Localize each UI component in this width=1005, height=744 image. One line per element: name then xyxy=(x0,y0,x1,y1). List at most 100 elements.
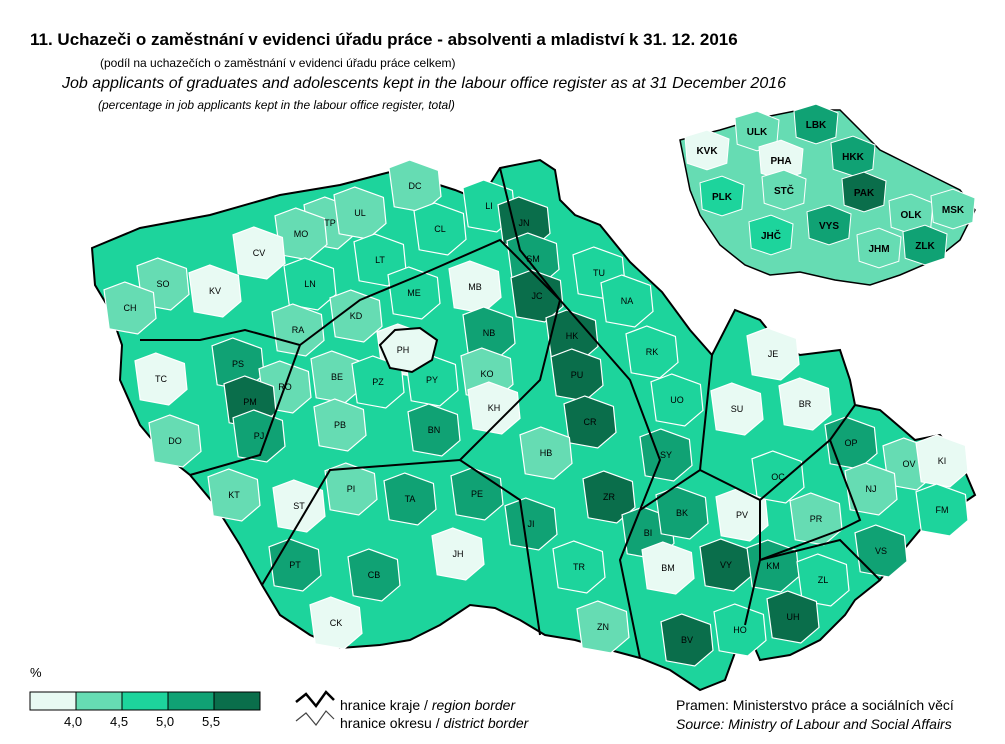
district-label-ph-top: PH xyxy=(397,345,410,355)
region-jhč xyxy=(748,214,794,256)
region-border-label: hranice kraje / region border xyxy=(340,697,516,713)
region-label-msk: MSK xyxy=(942,205,965,216)
district-label-fm: FM xyxy=(936,505,949,515)
district-label-hb: HB xyxy=(540,448,553,458)
district-layer: DC TP UL MO CV LT LN SO KV CH CL LI JN SM TU NA MB JC ME KD… xyxy=(103,159,969,667)
district-label-pe: PE xyxy=(471,489,483,499)
region-label-olk: OLK xyxy=(900,210,922,221)
district-label-na: NA xyxy=(621,296,634,306)
source-en: Source: Ministry of Labour and Social Af… xyxy=(676,716,952,732)
region-border xyxy=(699,354,713,471)
district-me xyxy=(387,266,441,320)
map-title-en: Job applicants of graduates and adolesce… xyxy=(62,75,787,92)
region-border-symbol xyxy=(295,690,335,709)
district-tr xyxy=(552,540,606,594)
district-label-pz: PZ xyxy=(372,377,384,387)
legend-swatch-3 xyxy=(121,691,169,711)
district-na xyxy=(600,274,654,328)
district-label-mb: MB xyxy=(468,282,482,292)
district-label-ji: JI xyxy=(527,519,534,529)
district-border-symbol xyxy=(295,710,335,726)
region-msk xyxy=(930,188,976,230)
region-border xyxy=(829,404,856,441)
district-tc xyxy=(134,352,188,406)
district-label-je: JE xyxy=(768,349,779,359)
region-label-zlk: ZLK xyxy=(915,241,935,252)
region-stč xyxy=(761,169,807,211)
district-ki xyxy=(915,434,969,488)
district-label-tr: TR xyxy=(573,562,585,572)
district-uo xyxy=(650,373,704,427)
legend-unit: % xyxy=(30,665,42,680)
district-zn xyxy=(576,600,630,654)
district-label-kh: KH xyxy=(488,403,501,413)
district-label-me: ME xyxy=(407,288,421,298)
district-label-so: SO xyxy=(156,279,169,289)
district-label-bn: BN xyxy=(428,425,441,435)
district-label-li: LI xyxy=(485,201,493,211)
region-jhm xyxy=(856,227,902,269)
district-jh xyxy=(431,527,485,581)
legend-break-label: 5,0 xyxy=(156,714,175,729)
district-label-nj: NJ xyxy=(866,484,877,494)
district-label-ch: CH xyxy=(124,303,137,313)
district-label-pm: PM xyxy=(243,397,257,407)
district-label-ov: OV xyxy=(902,459,915,469)
district-bn xyxy=(407,403,461,457)
district-label-sy: SY xyxy=(660,450,672,460)
map-subtitle-cz: (podíl na uchazečích o zaměstnání v evid… xyxy=(100,56,456,70)
district-label-pr: PR xyxy=(810,514,823,524)
district-label-pi: PI xyxy=(347,484,356,494)
district-label-pu: PU xyxy=(571,370,584,380)
legend-break-label: 4,5 xyxy=(110,714,129,729)
district-uh xyxy=(766,590,820,644)
region-kvk xyxy=(684,129,730,171)
legend-swatch-5 xyxy=(213,691,261,711)
district-label-ho: HO xyxy=(733,625,747,635)
region-border xyxy=(140,328,302,476)
district-pi xyxy=(324,462,378,516)
region-pak xyxy=(841,171,887,213)
district-ck xyxy=(309,596,363,650)
district-label-jn: JN xyxy=(519,218,530,228)
district-ji xyxy=(504,497,558,551)
region-label-pha: PHA xyxy=(770,156,791,167)
district-cb xyxy=(347,548,401,602)
district-ra xyxy=(271,303,325,357)
district-label-hk: HK xyxy=(566,331,579,341)
legend-break-label: 5,5 xyxy=(202,714,221,729)
district-label-tc: TC xyxy=(155,374,167,384)
district-vs xyxy=(854,524,908,578)
district-label-pt: PT xyxy=(289,560,301,570)
district-label-oc: OC xyxy=(771,472,785,482)
region-pha xyxy=(758,139,804,181)
district-cl xyxy=(413,202,467,256)
region-border xyxy=(759,438,862,561)
district-ho xyxy=(713,603,767,657)
district-label-su: SU xyxy=(731,404,744,414)
region-label-lbk: LBK xyxy=(806,120,827,131)
district-label-ko: KO xyxy=(480,369,493,379)
district-label-ra: RA xyxy=(292,325,305,335)
district-su xyxy=(710,382,764,436)
region-label-vys: VYS xyxy=(819,221,839,232)
district-label-jc: JC xyxy=(532,291,544,301)
map-subtitle-en: (percentage in job applicants kept in th… xyxy=(98,98,455,112)
region-lbk xyxy=(793,103,839,145)
district-nj xyxy=(844,462,898,516)
district-ul xyxy=(333,186,387,240)
district-label-pv: PV xyxy=(736,510,748,520)
district-label-bk: BK xyxy=(676,508,688,518)
legend-swatch-4 xyxy=(167,691,215,711)
district-cv xyxy=(232,226,286,280)
district-label-dc: DC xyxy=(409,181,422,191)
region-label-plk: PLK xyxy=(712,192,733,203)
district-label-br: BR xyxy=(799,399,812,409)
district-kh xyxy=(467,381,521,435)
district-label-ta: TA xyxy=(405,494,416,504)
district-je xyxy=(746,327,800,381)
district-label-uh: UH xyxy=(787,612,800,622)
district-label-be: BE xyxy=(331,372,343,382)
district-label-zn: ZN xyxy=(597,622,609,632)
